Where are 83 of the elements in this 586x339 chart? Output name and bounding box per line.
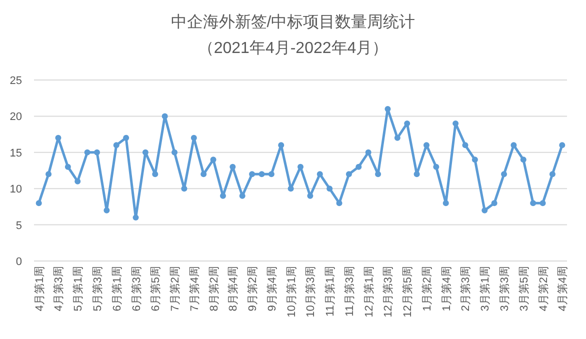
x-tick-label: 6月第1周 bbox=[111, 266, 124, 312]
point bbox=[200, 171, 207, 178]
point bbox=[433, 164, 440, 170]
x-tick-label: 3月第5周 bbox=[518, 266, 530, 312]
point bbox=[549, 171, 556, 178]
x-tick-label: 8月第4周 bbox=[228, 266, 240, 312]
x-tick-label: 2月第3周 bbox=[460, 266, 472, 312]
x-tick-label: 5月第1周 bbox=[72, 266, 85, 312]
x-tick-label: 12月第5周 bbox=[402, 266, 414, 318]
point bbox=[46, 171, 52, 178]
point bbox=[181, 186, 188, 192]
x-tick-label: 4月第2周 bbox=[538, 266, 550, 312]
point bbox=[258, 171, 265, 178]
point bbox=[452, 120, 459, 126]
point bbox=[268, 171, 274, 178]
x-tick-label: 1月第4周 bbox=[440, 266, 453, 312]
point bbox=[249, 171, 256, 178]
x-tick-label: 4月第4周 bbox=[557, 266, 570, 312]
point bbox=[316, 171, 323, 178]
point bbox=[64, 164, 71, 170]
x-tick-label: 6月第3周 bbox=[130, 266, 143, 312]
point bbox=[326, 186, 333, 192]
point bbox=[365, 149, 372, 156]
point bbox=[540, 200, 546, 206]
point bbox=[472, 156, 478, 163]
point bbox=[491, 200, 498, 206]
x-tick-label: 12月第1周 bbox=[363, 266, 376, 318]
chart-subtitle: （2021年4月-2022年4月） bbox=[198, 40, 388, 57]
point bbox=[162, 113, 168, 120]
point bbox=[288, 186, 294, 192]
point bbox=[404, 120, 410, 126]
x-tick-label: 10月第3周 bbox=[305, 266, 318, 318]
point bbox=[142, 149, 148, 156]
x-tick-label: 6月第5周 bbox=[150, 266, 162, 312]
y-tick-label: 10 bbox=[10, 184, 22, 196]
point bbox=[559, 142, 566, 148]
x-tick-label: 9月第4周 bbox=[266, 266, 278, 312]
point bbox=[414, 171, 420, 178]
x-tick-label: 11月第3周 bbox=[344, 266, 356, 317]
y-tick-label: 0 bbox=[16, 256, 22, 268]
y-tick-label: 20 bbox=[10, 111, 22, 124]
point bbox=[36, 200, 42, 206]
x-tick-label: 4月第1周 bbox=[34, 266, 46, 312]
point bbox=[384, 106, 391, 112]
point bbox=[152, 171, 158, 178]
y-tick-label: 15 bbox=[10, 147, 22, 160]
x-tick-label: 10月第1周 bbox=[286, 266, 298, 318]
y-tick-label: 5 bbox=[16, 220, 22, 232]
point bbox=[74, 178, 81, 184]
x-tick-label: 3月第3周 bbox=[499, 266, 512, 312]
x-tick-label: 7月第2周 bbox=[170, 266, 182, 312]
point bbox=[520, 156, 526, 163]
x-tick-label: 9月第2周 bbox=[247, 266, 260, 312]
point bbox=[356, 164, 362, 170]
x-tick-label: 12月第3周 bbox=[382, 266, 395, 318]
point bbox=[172, 149, 178, 156]
x-tick-label: 1月第2周 bbox=[421, 266, 434, 312]
point bbox=[84, 149, 90, 156]
point bbox=[104, 207, 110, 214]
chart-title: 中企海外新签/中标项目数量周统计 bbox=[170, 13, 416, 31]
point bbox=[462, 142, 468, 148]
x-tick-label: 5月第3周 bbox=[92, 266, 104, 312]
point bbox=[442, 200, 449, 206]
point bbox=[132, 214, 139, 221]
y-tick-label: 25 bbox=[10, 75, 22, 87]
point bbox=[123, 134, 130, 141]
x-tick-label: 3月第1周 bbox=[480, 266, 492, 312]
point bbox=[394, 134, 400, 141]
point bbox=[482, 207, 488, 214]
x-tick-label: 11月第1周 bbox=[324, 266, 337, 317]
point bbox=[336, 200, 342, 206]
point bbox=[530, 200, 536, 206]
point bbox=[501, 171, 508, 178]
point bbox=[230, 164, 236, 170]
point bbox=[113, 142, 120, 148]
x-tick-label: 8月第2周 bbox=[208, 266, 220, 312]
point bbox=[94, 149, 100, 156]
x-tick-label: 4月第3周 bbox=[53, 266, 66, 312]
point bbox=[375, 171, 382, 178]
x-tick-label: 7月第4周 bbox=[188, 266, 201, 312]
point bbox=[346, 171, 352, 178]
point bbox=[55, 134, 62, 141]
point bbox=[190, 134, 197, 141]
